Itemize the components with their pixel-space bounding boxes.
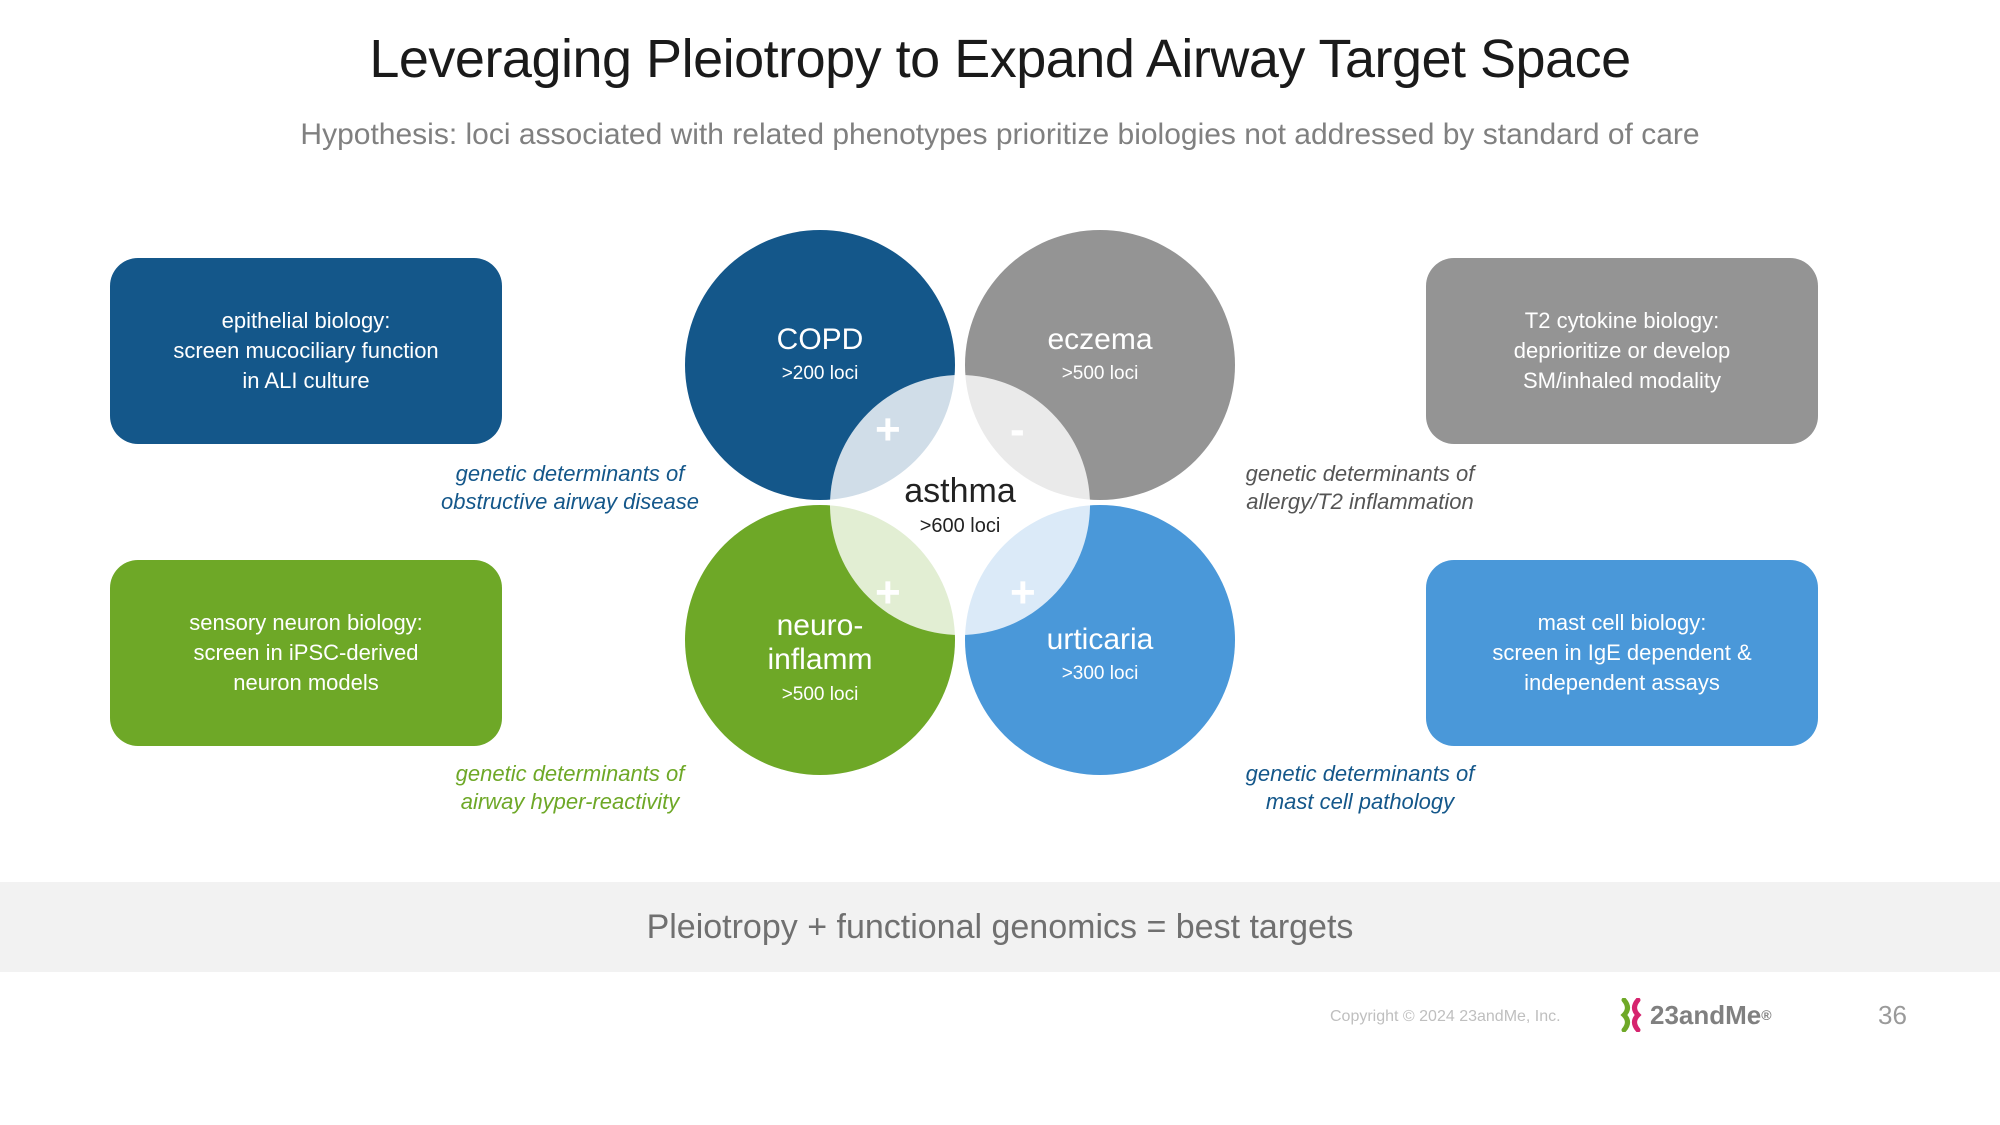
helix-icon bbox=[1618, 998, 1644, 1032]
page-number: 36 bbox=[1878, 1000, 1907, 1031]
box-mastcell: mast cell biology:screen in IgE dependen… bbox=[1426, 560, 1818, 746]
annot-eczema: genetic determinants ofallergy/T2 inflam… bbox=[1210, 460, 1510, 515]
circle-neuro-title: neuro-inflamm bbox=[767, 609, 872, 678]
circle-copd-sub: >200 loci bbox=[782, 363, 859, 385]
circle-asthma-title: asthma bbox=[904, 472, 1016, 511]
circle-asthma: asthma >600 loci bbox=[830, 375, 1090, 635]
sign-urticaria-plus: + bbox=[1010, 568, 1036, 618]
annot-neuro: genetic determinants ofairway hyper-reac… bbox=[420, 760, 720, 815]
circle-asthma-sub: >600 loci bbox=[920, 515, 1001, 538]
sign-eczema-minus: - bbox=[1010, 405, 1025, 455]
circle-neuro-sub: >500 loci bbox=[782, 684, 859, 706]
brand-reg: ® bbox=[1761, 1007, 1771, 1023]
slide-subtitle: Hypothesis: loci associated with related… bbox=[0, 118, 2000, 152]
slide-title: Leveraging Pleiotropy to Expand Airway T… bbox=[0, 28, 2000, 90]
annot-copd: genetic determinants ofobstructive airwa… bbox=[420, 460, 720, 515]
brand-text: 23andMe bbox=[1650, 1000, 1761, 1031]
circle-copd-title: COPD bbox=[777, 323, 864, 358]
bottom-bar-text: Pleiotropy + functional genomics = best … bbox=[647, 908, 1354, 947]
sign-copd-plus: + bbox=[875, 405, 901, 455]
circle-eczema-sub: >500 loci bbox=[1062, 363, 1139, 385]
box-t2cytokine: T2 cytokine biology:deprioritize or deve… bbox=[1426, 258, 1818, 444]
circle-eczema-title: eczema bbox=[1047, 323, 1152, 358]
circle-urticaria-title: urticaria bbox=[1047, 623, 1154, 658]
circle-urticaria-sub: >300 loci bbox=[1062, 663, 1139, 685]
annot-urticaria: genetic determinants ofmast cell patholo… bbox=[1210, 760, 1510, 815]
box-epithelial: epithelial biology:screen mucociliary fu… bbox=[110, 258, 502, 444]
brand-logo: 23andMe® bbox=[1618, 998, 1772, 1032]
box-sensory: sensory neuron biology:screen in iPSC-de… bbox=[110, 560, 502, 746]
sign-neuro-plus: + bbox=[875, 568, 901, 618]
copyright-text: Copyright © 2024 23andMe, Inc. bbox=[1330, 1008, 1561, 1026]
bottom-bar: Pleiotropy + functional genomics = best … bbox=[0, 882, 2000, 972]
